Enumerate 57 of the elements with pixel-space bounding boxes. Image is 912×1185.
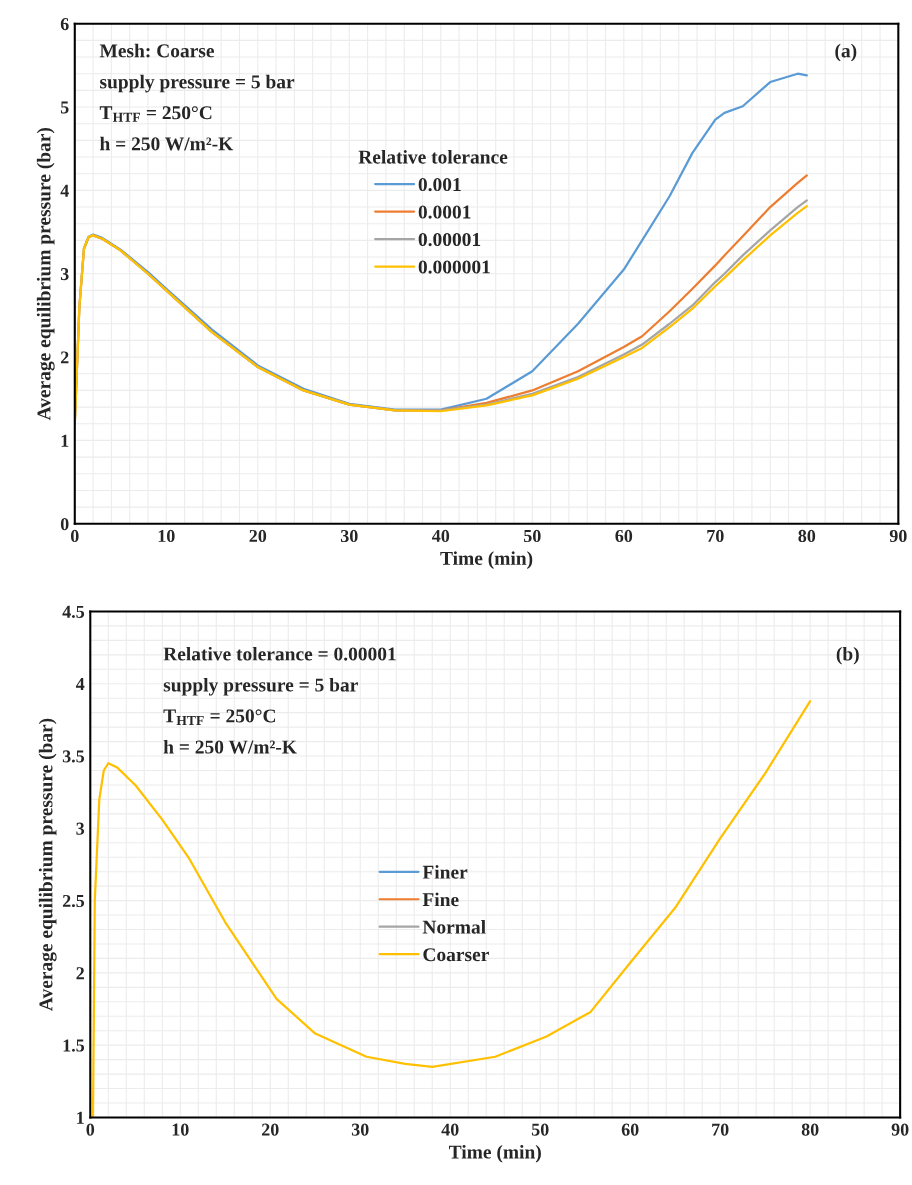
annotation: Mesh: Coarse (99, 43, 214, 58)
x-tick-label: 90 (891, 1123, 909, 1136)
annotation: T$_{HTF}$ = 250°C (163, 709, 276, 725)
y-tick-label: 5 (60, 101, 69, 114)
annotation: supply pressure = 5 bar (100, 74, 295, 93)
y-tick-label: 2.5 (62, 894, 85, 908)
y-tick-label: 4 (75, 678, 85, 691)
annotation: T$_{HTF}$ = 250°C (99, 106, 212, 122)
x-tick-label: 80 (798, 529, 816, 543)
x-tick-label: 40 (432, 529, 450, 543)
y-axis-title: Average equilibrium pressure (bar) (38, 718, 57, 1011)
legend-label: 0.001 (418, 178, 461, 192)
x-tick-label: 70 (707, 529, 724, 543)
y-tick-label: 3.5 (62, 750, 85, 763)
x-tick-label: 10 (158, 529, 175, 543)
y-tick-label: 3 (60, 268, 69, 281)
x-tick-label: 70 (712, 1123, 729, 1136)
legend-label: 0.0001 (418, 205, 471, 219)
x-tick-label: 40 (441, 1123, 459, 1136)
x-tick-label: 30 (351, 1123, 369, 1136)
legend-label: Normal (422, 920, 486, 934)
legend-label: Fine (422, 892, 459, 907)
annotation: Relative tolerance = 0.00001 (163, 646, 396, 661)
y-tick-label: 1 (61, 434, 69, 447)
y-tick-label: 1 (77, 1111, 84, 1124)
y-tick-label: 6 (60, 18, 69, 31)
legend-label: Finer (422, 865, 468, 879)
x-tick-label: 80 (801, 1123, 819, 1136)
x-tick-label: 90 (889, 529, 907, 543)
x-tick-label: 50 (531, 1123, 549, 1136)
x-axis-title: Time (min) (440, 551, 533, 569)
annotation: h = 250 W/m²-K (163, 739, 297, 754)
x-tick-label: 20 (261, 1123, 279, 1136)
x-tick-label: 50 (524, 529, 541, 543)
x-tick-label: 10 (172, 1123, 189, 1136)
x-axis-title: Time (min) (448, 1144, 541, 1163)
annotation: h = 250 W/m²-K (99, 136, 234, 151)
legend-label: 0.00001 (418, 232, 481, 247)
y-tick-label: 4.5 (62, 605, 85, 618)
y-tick-label: 2 (76, 967, 84, 980)
y-tick-label: 1.5 (63, 1039, 85, 1052)
y-tick-label: 0 (60, 518, 69, 531)
annotation: supply pressure = 5 bar (163, 677, 358, 696)
y-tick-label: 4 (60, 184, 69, 197)
legend-label: 0.000001 (418, 260, 490, 274)
y-tick-label: 3 (76, 822, 85, 835)
annotation: (b) (836, 646, 859, 665)
x-tick-label: 0 (86, 1123, 95, 1136)
x-tick-label: 60 (621, 1123, 639, 1136)
annotation: (a) (835, 43, 857, 62)
x-tick-label: 60 (615, 529, 633, 543)
y-tick-label: 2 (60, 351, 69, 364)
y-axis-title: Average equilibrium pressure (bar) (36, 127, 55, 421)
x-tick-label: 20 (249, 529, 267, 543)
legend-title: Relative tolerance (358, 149, 508, 164)
x-tick-label: 30 (340, 529, 358, 543)
legend-label: Coarser (423, 948, 489, 962)
